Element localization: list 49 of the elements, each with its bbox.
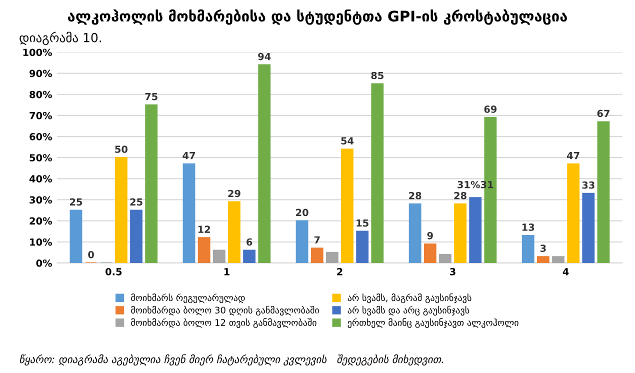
data-label: 7 — [314, 236, 320, 244]
data-label: 6 — [246, 238, 252, 246]
data-label: 54 — [341, 137, 354, 144]
y-tick-label: 100% — [23, 48, 52, 56]
text: წყარო: დიაგრამა აგებულია ჩვენ მიერ ჩატარებული კვლევის შედეგების მიხედვით. — [20, 354, 444, 366]
x-tick-label: 0.5 — [106, 268, 122, 276]
y-tick-label: 20% — [30, 217, 52, 225]
legend-label: არ სვამს და არც გაუსინჯავს — [348, 306, 470, 316]
y-tick-label: 30% — [30, 196, 52, 204]
chart-title: ალკოჰოლის მოხმარებისა და სტუდენტთა GPI-ის კროსტაბულაცია — [68, 9, 567, 25]
x-tick-label: 4 — [562, 268, 569, 276]
data-label: 94 — [258, 52, 271, 60]
data-label: 15 — [356, 219, 368, 227]
legend-label: მოიხმარს რეგულარულად — [131, 293, 245, 304]
x-tick-label: 3 — [450, 268, 456, 276]
data-label: 12 — [198, 226, 210, 233]
data-label: 47 — [566, 152, 580, 160]
x-tick-label: 2 — [337, 268, 342, 276]
data-label: 85 — [371, 72, 384, 80]
data-label: 28 — [409, 192, 422, 200]
data-label: 3 — [540, 244, 546, 252]
data-label: 67 — [597, 110, 610, 118]
y-tick-label: 10% — [30, 238, 52, 246]
data-label: 75 — [145, 93, 158, 100]
data-label: 9 — [427, 232, 433, 240]
y-tick-label: 50% — [30, 154, 52, 162]
data-label: 69 — [484, 106, 497, 113]
y-tick-label: 70% — [30, 112, 52, 120]
data-label: 13 — [522, 224, 534, 231]
y-tick-label: 90% — [30, 70, 52, 78]
data-label: 33 — [582, 181, 594, 189]
data-label: 20 — [296, 208, 308, 216]
data-label: 28 — [454, 192, 466, 200]
y-tick-label: 40% — [29, 175, 52, 182]
legend-label: მოიხმარდა ბოლო 30 დღის განმავლობაში — [131, 306, 319, 316]
legend-label: მოიხმარდა ბოლო 12 თვის განმავლობაში — [131, 318, 316, 328]
data-label: 47 — [182, 152, 196, 160]
y-tick-label: 0% — [36, 259, 52, 267]
data-label: 0 — [88, 250, 94, 258]
legend-label: არ სვამს, მაგრამ გაუსინჯავს — [348, 293, 472, 304]
y-tick-label: 80% — [30, 90, 52, 98]
legend-label: ერთხელ მაინც გაუსინჯავთ ალკოჰოლი — [348, 318, 518, 328]
x-tick-label: 1 — [224, 268, 230, 276]
data-label: 50 — [115, 146, 128, 153]
data-label: 25 — [130, 198, 142, 206]
data-label: 25 — [70, 198, 82, 206]
data-label: 29 — [228, 190, 240, 198]
chart-subtitle: დიაგრამა 10. — [20, 32, 102, 46]
y-tick-label: 60% — [30, 132, 52, 140]
